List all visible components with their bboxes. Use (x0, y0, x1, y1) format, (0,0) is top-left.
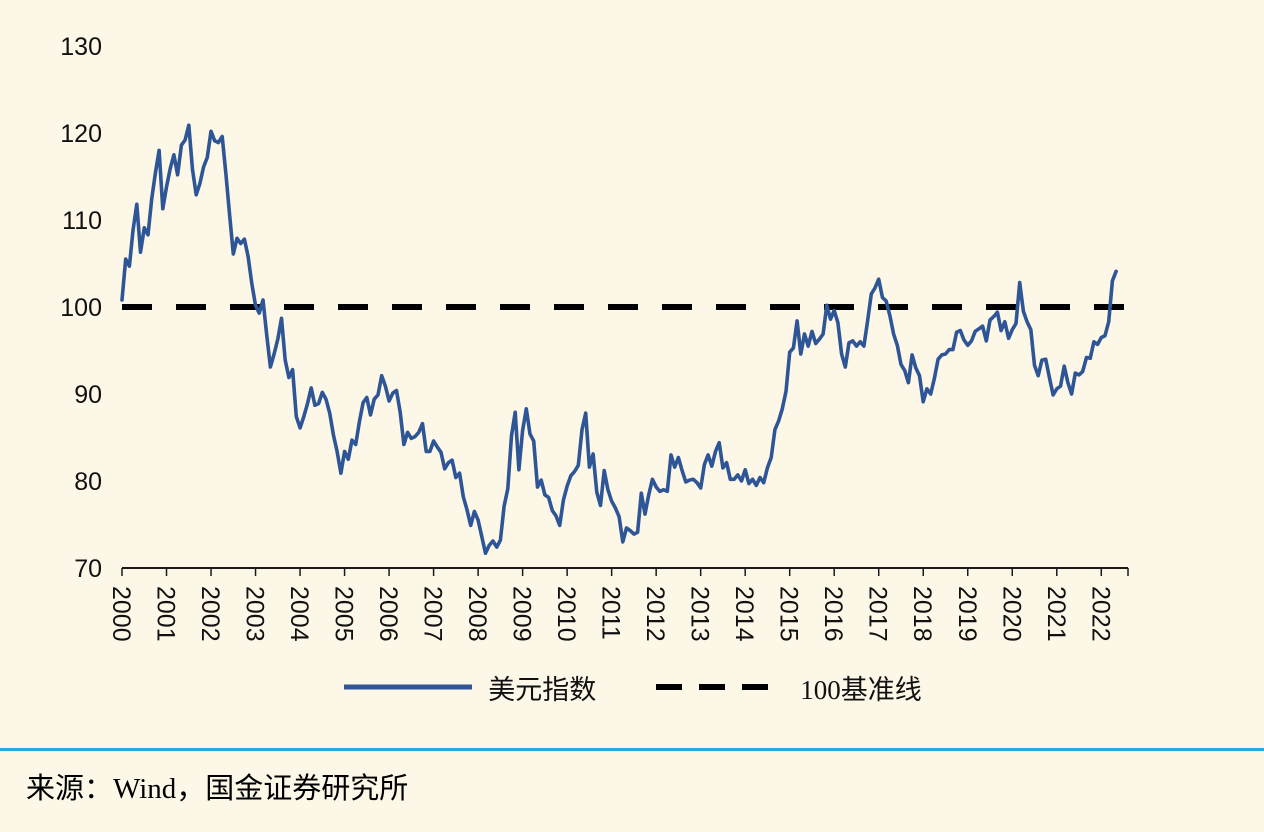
x-tick-label: 2007 (419, 586, 447, 642)
source-note: 来源：Wind，国金证券研究所 (26, 773, 409, 805)
x-tick-label: 2011 (597, 586, 625, 640)
x-tick-label: 2006 (374, 586, 402, 642)
y-tick-label: 100 (60, 294, 102, 322)
x-tick-label: 2003 (241, 586, 269, 642)
usd-index-line (120, 123, 1118, 556)
x-tick-label: 2021 (1042, 586, 1070, 642)
x-tick-label: 2008 (463, 586, 491, 642)
y-tick-label: 80 (74, 468, 102, 496)
x-tick-label: 2014 (730, 586, 758, 642)
legend-label-baseline: 100基准线 (800, 674, 922, 705)
solid-line-swatch (344, 684, 473, 690)
x-tick-label: 2016 (819, 586, 847, 642)
source-divider (0, 748, 1264, 751)
y-tick-label: 90 (74, 381, 102, 409)
dollar-index-chart: 70 80 90 100 110 120 130 2000 2001 2002 2003 2004 20… (60, 33, 1129, 642)
y-tick-label: 130 (60, 33, 102, 61)
x-tick-label: 2001 (152, 586, 180, 642)
dollar-index-figure: 70 80 90 100 110 120 130 2000 2001 2002 2003 2004 20… (0, 33, 1264, 805)
x-tick-label: 2022 (1086, 586, 1114, 642)
x-tick-label: 2012 (641, 586, 669, 642)
x-tick-label: 2000 (107, 586, 135, 642)
chart-legend: 美元指数 100基准线 (0, 668, 1264, 706)
x-tick-label: 2005 (330, 586, 358, 642)
legend-item-usd-index: 美元指数 (342, 668, 596, 707)
legend-label-usd-index: 美元指数 (488, 674, 597, 705)
x-tick-label: 2013 (686, 586, 714, 642)
y-tick-label: 110 (62, 207, 102, 235)
x-tick-label: 2019 (953, 586, 981, 642)
x-tick-label: 2009 (508, 586, 536, 642)
x-tick-label: 2017 (864, 586, 892, 642)
x-tick-label: 2002 (196, 586, 224, 642)
x-tick-label: 2020 (997, 586, 1025, 642)
x-tick-label: 2004 (285, 586, 313, 642)
x-tick-label: 2015 (775, 586, 803, 642)
dashed-line-swatch (656, 684, 785, 690)
x-tick-label: 2018 (908, 586, 936, 642)
x-tick-label: 2010 (552, 586, 580, 642)
legend-item-baseline: 100基准线 (654, 668, 922, 707)
y-tick-label: 70 (74, 555, 102, 583)
y-tick-label: 120 (60, 120, 102, 148)
